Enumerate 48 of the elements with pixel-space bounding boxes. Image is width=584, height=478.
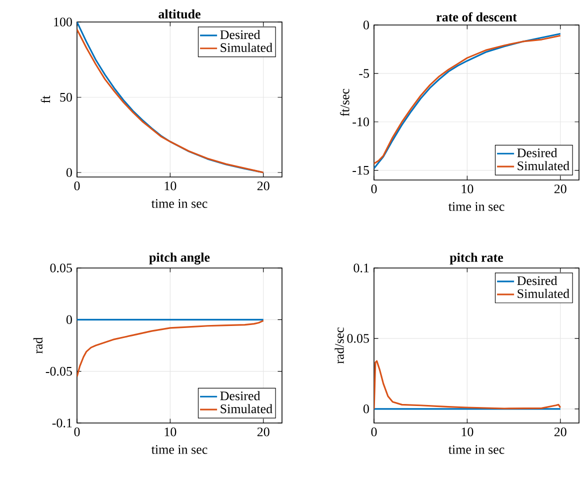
x-tick-label: 0	[371, 184, 377, 194]
x-axis-title: time in sec	[448, 202, 504, 211]
chart-title: rate of descent	[436, 12, 517, 22]
line-series	[77, 320, 264, 378]
x-tick-label: 10	[462, 428, 474, 436]
y-tick-label: -5	[359, 69, 369, 78]
legend-label: Simulated	[220, 404, 272, 414]
x-tick-label: 10	[164, 182, 176, 190]
x-tick-label: 20	[554, 184, 566, 194]
y-tick-label: 0.05	[50, 264, 72, 272]
chart-title: altitude	[158, 9, 200, 18]
y-tick-label: -0.05	[46, 366, 72, 376]
y-axis-title: ft/sec	[340, 88, 350, 116]
x-axis-title: time in sec	[151, 199, 208, 208]
y-tick-label: 0	[66, 168, 72, 177]
x-axis-title: time in sec	[448, 445, 504, 454]
x-tick-label: 20	[554, 428, 566, 436]
y-axis-title: ft	[40, 96, 50, 104]
y-axis-title: rad	[33, 337, 43, 354]
legend-label: Desired	[220, 391, 260, 400]
y-tick-label: -15	[352, 166, 369, 175]
y-tick-label: 0.1	[354, 264, 369, 272]
x-tick-label: 10	[462, 184, 474, 194]
y-tick-label: -10	[352, 117, 369, 126]
y-tick-label: 100	[54, 18, 72, 26]
x-tick-label: 20	[257, 428, 270, 436]
legend-label: Desired	[517, 148, 558, 158]
y-axis-title: rad/sec	[334, 327, 344, 364]
chart-title: pitch angle	[149, 252, 210, 264]
x-tick-label: 0	[74, 182, 80, 190]
x-axis-title: time in sec	[151, 445, 208, 454]
y-tick-label: 0.05	[347, 334, 369, 343]
y-tick-label: 0	[363, 20, 369, 30]
legend-label: Simulated	[518, 288, 570, 298]
y-tick-label: -0.1	[52, 418, 72, 428]
y-tick-label: 0	[363, 404, 369, 414]
x-tick-label: 10	[164, 428, 176, 436]
y-tick-label: 50	[60, 92, 72, 102]
chart-title: pitch rate	[450, 252, 504, 264]
legend-label: Simulated	[518, 161, 570, 170]
y-tick-label: 0	[66, 315, 72, 324]
legend-label: Simulated	[220, 42, 272, 52]
x-tick-label: 20	[257, 182, 270, 190]
x-tick-label: 0	[371, 428, 377, 436]
legend-label: Desired	[517, 276, 558, 286]
legend-label: Desired	[220, 30, 260, 40]
line-series	[374, 360, 562, 410]
x-tick-label: 0	[74, 428, 80, 436]
